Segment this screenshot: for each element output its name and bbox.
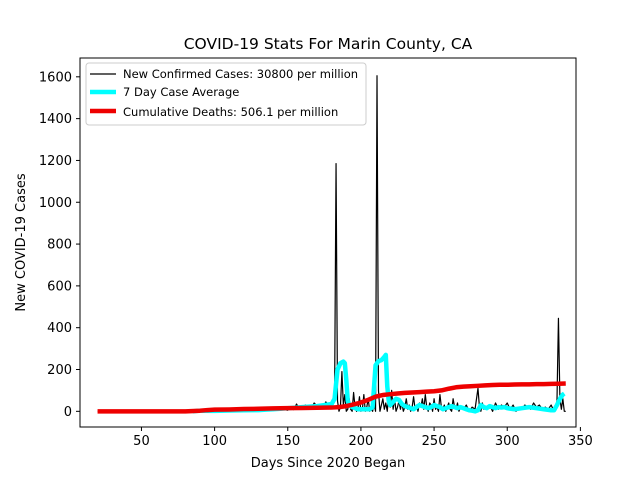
series-line-cumulative-deaths [97, 381, 566, 414]
x-tick-label: 350 [568, 434, 593, 449]
y-tick-label: 400 [47, 321, 72, 336]
y-tick-label: 1600 [39, 70, 72, 85]
x-tick-label: 300 [495, 434, 520, 449]
chart-title: COVID-19 Stats For Marin County, CA [184, 35, 473, 53]
y-tick-label: 0 [64, 405, 72, 420]
x-tick-label: 50 [133, 434, 150, 449]
y-tick-label: 1000 [39, 196, 72, 211]
y-tick-label: 200 [47, 363, 72, 378]
x-tick-label: 250 [422, 434, 447, 449]
legend-label-cumulative-deaths: Cumulative Deaths: 506.1 per million [123, 105, 338, 119]
y-tick-label: 800 [47, 238, 72, 253]
legend: New Confirmed Cases: 30800 per million 7… [85, 62, 367, 126]
legend-label-7-day-average: 7 Day Case Average [123, 85, 239, 99]
series-line-7-day-average [192, 352, 566, 414]
y-tick-label: 600 [47, 279, 72, 294]
x-tick-label: 200 [349, 434, 374, 449]
x-axis-label: Days Since 2020 Began [251, 456, 406, 471]
legend-label-new-cases: New Confirmed Cases: 30800 per million [123, 67, 358, 81]
legend-frame [85, 62, 367, 126]
y-tick-label: 1400 [39, 112, 72, 127]
y-tick-label: 1200 [39, 154, 72, 169]
x-tick-label: 150 [275, 434, 300, 449]
y-axis-label: New COVID-19 Cases [14, 173, 29, 311]
plot-area-frame [79, 57, 577, 428]
plot-layer [97, 75, 566, 414]
ticks-layer: 50 100 150 200 250 300 350 0 200 400 600 800 1000 120… [39, 70, 593, 449]
x-tick-label: 100 [202, 434, 227, 449]
